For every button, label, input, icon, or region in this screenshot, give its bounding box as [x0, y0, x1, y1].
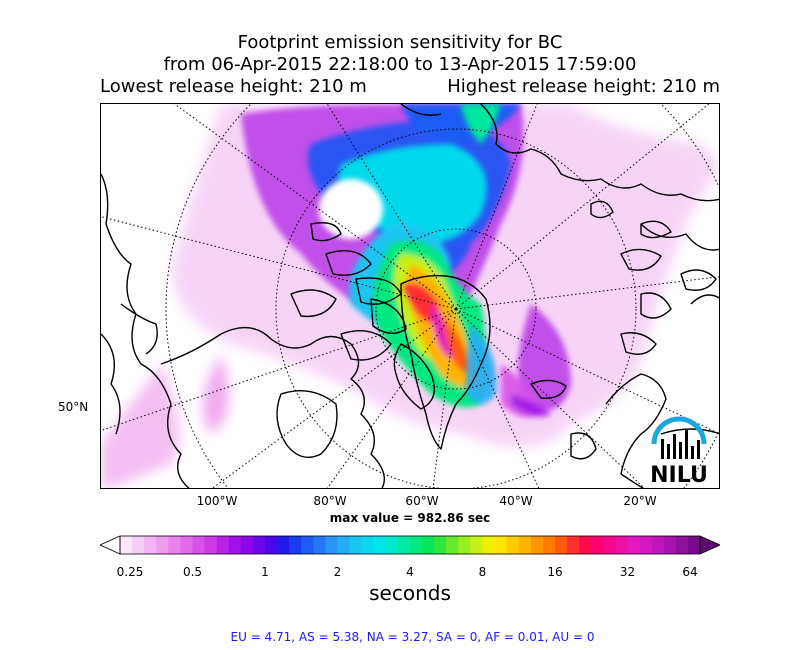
colorbar-cell [687, 536, 701, 554]
colorbar-tick-label: 8 [478, 565, 487, 579]
colorbar-cell [204, 536, 218, 554]
graticule [101, 104, 719, 488]
colorbar-tick-label: 0.25 [116, 565, 144, 579]
colorbar-cell [639, 536, 653, 554]
colorbar-tick-label: 2 [333, 565, 342, 579]
colorbar-cell [252, 536, 266, 554]
colorbar-cell [627, 536, 641, 554]
colorbar-cell [506, 536, 520, 554]
colorbar-cell [494, 536, 508, 554]
colorbar-cell [434, 536, 447, 554]
colorbar-cell [567, 536, 580, 554]
lon-label-100w: 100°W [196, 494, 238, 508]
colorbar-cell [132, 536, 145, 554]
footprint-plume [101, 104, 719, 488]
nilu-logo-text: NILU [650, 463, 708, 488]
colorbar-tick-label: 64 [682, 565, 698, 579]
colorbar-cell [337, 536, 351, 554]
nilu-logo-icon: NILU [650, 416, 708, 488]
colorbar-cell [397, 536, 411, 554]
colorbar-cell [651, 536, 665, 554]
lon-label-20w: 20°W [623, 494, 657, 508]
colorbar-cell [470, 536, 483, 554]
colorbar-cell [579, 536, 592, 554]
map-date-range: from 06-Apr-2015 22:18:00 to 13-Apr-2015… [163, 54, 637, 75]
colorbar-cell [530, 536, 544, 554]
max-value-label: max value = 982.86 sec [329, 511, 491, 525]
colorbar-cell [422, 536, 435, 554]
colorbar-tick-label: 1 [261, 565, 269, 579]
coastlines [101, 104, 719, 488]
colorbar-cell [168, 536, 181, 554]
colorbar-cell [289, 536, 302, 554]
colorbar-cell [180, 536, 193, 554]
colorbar-cell [675, 536, 689, 554]
region-stats: EU = 4.71, AS = 5.38, NA = 3.27, SA = 0,… [230, 630, 595, 644]
colorbar-cell [156, 536, 169, 554]
colorbar-cell [385, 536, 399, 554]
colorbar-cell [301, 536, 314, 554]
highest-release-height: Highest release height: 210 m [447, 76, 720, 97]
colorbar-cell [228, 536, 242, 554]
colorbar-max-extension [699, 535, 720, 555]
colorbar-cell [555, 536, 568, 554]
colorbar-tick-label: 16 [547, 565, 563, 579]
colorbar-cell [240, 536, 254, 554]
colorbar-cell [361, 536, 375, 554]
map-title: Footprint emission sensitivity for BC [237, 32, 563, 53]
colorbar-cell [313, 536, 326, 554]
lat-label-50n: 50°N [58, 400, 89, 414]
colorbar-cell [192, 536, 206, 554]
colorbar-cell [518, 536, 532, 554]
colorbar-cell [603, 536, 616, 554]
colorbar-min-extension [100, 535, 121, 555]
colorbar-cell [373, 536, 387, 554]
colorbar-cell [325, 536, 338, 554]
colorbar-cell [277, 536, 290, 554]
map-canvas: NILU [101, 104, 719, 488]
colorbar-cell [446, 536, 459, 554]
colorbar-cell [410, 536, 423, 554]
footprint-map: NILU [100, 103, 720, 489]
colorbar-cell [265, 536, 278, 554]
colorbar-cell [542, 536, 556, 554]
colorbar-tick-label: 4 [406, 565, 414, 579]
colorbar-cell [144, 536, 157, 554]
colorbar [100, 535, 720, 555]
colorbar-cell [458, 536, 471, 554]
lowest-release-height: Lowest release height: 210 m [100, 76, 367, 97]
colorbar-cell [349, 536, 363, 554]
colorbar-cell [663, 536, 677, 554]
colorbar-cell [591, 536, 604, 554]
colorbar-cell [120, 536, 133, 554]
lon-label-80w: 80°W [313, 494, 347, 508]
lon-label-60w: 60°W [405, 494, 439, 508]
colorbar-cell [482, 536, 496, 554]
lon-label-40w: 40°W [499, 494, 533, 508]
colorbar-cell [615, 536, 628, 554]
colorbar-cell [216, 536, 230, 554]
colorbar-tick-label: 32 [619, 565, 636, 579]
colorbar-label: seconds [369, 581, 451, 605]
colorbar-tick-label: 0.5 [182, 565, 203, 579]
